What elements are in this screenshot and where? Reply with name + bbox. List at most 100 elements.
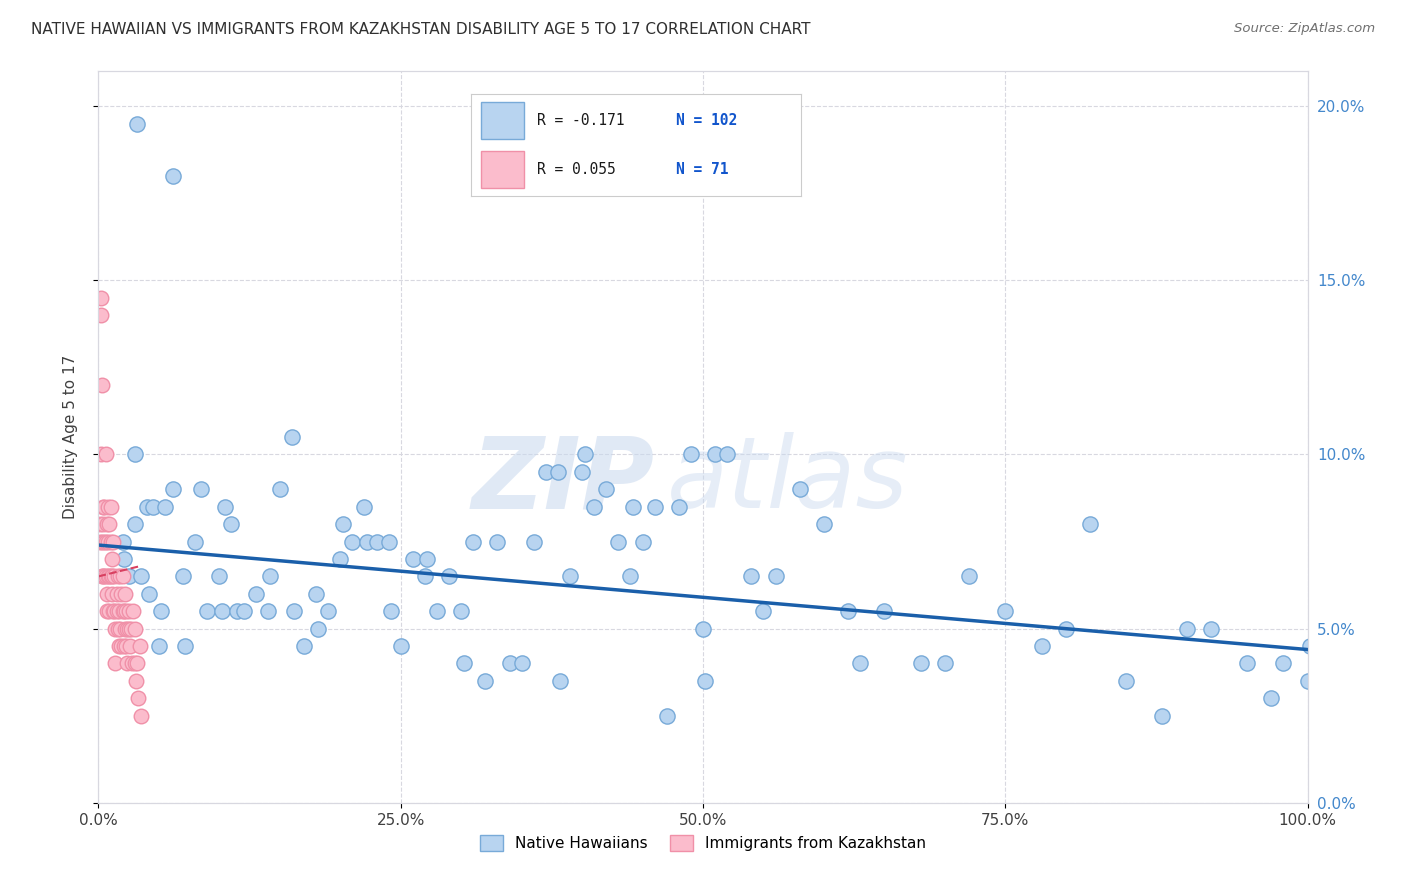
Point bbox=[389, 639, 412, 653]
Point bbox=[96, 587, 118, 601]
Text: NATIVE HAWAIIAN VS IMMIGRANTS FROM KAZAKHSTAN DISABILITY AGE 5 TO 17 CORRELATION: NATIVE HAWAIIAN VS IMMIGRANTS FROM KAZAK… bbox=[31, 22, 810, 37]
Point bbox=[486, 534, 509, 549]
Point bbox=[103, 569, 125, 583]
Point bbox=[259, 569, 281, 583]
Point bbox=[356, 534, 378, 549]
Point bbox=[380, 604, 402, 618]
Point bbox=[232, 604, 254, 618]
Point bbox=[329, 552, 352, 566]
Point bbox=[463, 534, 485, 549]
Point bbox=[366, 534, 388, 549]
Point bbox=[111, 534, 134, 549]
Point bbox=[813, 517, 835, 532]
Point bbox=[90, 308, 112, 322]
Point bbox=[121, 657, 143, 671]
Point bbox=[957, 569, 980, 583]
Point bbox=[607, 534, 630, 549]
Point bbox=[281, 430, 304, 444]
Point bbox=[97, 534, 120, 549]
Point bbox=[1115, 673, 1137, 688]
Point bbox=[112, 604, 135, 618]
Point bbox=[148, 639, 170, 653]
Legend: Native Hawaiians, Immigrants from Kazakhstan: Native Hawaiians, Immigrants from Kazakh… bbox=[474, 830, 932, 857]
Point bbox=[195, 604, 218, 618]
Point bbox=[1152, 708, 1174, 723]
Point bbox=[93, 500, 115, 514]
Point bbox=[97, 569, 120, 583]
Point bbox=[1236, 657, 1258, 671]
Point bbox=[127, 691, 149, 706]
Point bbox=[316, 604, 339, 618]
Point bbox=[214, 500, 236, 514]
Point bbox=[1199, 622, 1222, 636]
Text: N = 71: N = 71 bbox=[676, 162, 728, 178]
Bar bbox=[481, 102, 524, 139]
Point bbox=[108, 639, 131, 653]
Point bbox=[100, 500, 122, 514]
Point bbox=[453, 657, 475, 671]
Point bbox=[416, 552, 439, 566]
Point bbox=[117, 657, 139, 671]
Point bbox=[595, 483, 617, 497]
Point bbox=[128, 639, 150, 653]
Point bbox=[621, 500, 644, 514]
Point bbox=[101, 534, 124, 549]
Point bbox=[91, 517, 114, 532]
Point bbox=[96, 604, 118, 618]
Point bbox=[208, 569, 231, 583]
Point bbox=[631, 534, 654, 549]
Bar bbox=[481, 151, 524, 188]
Point bbox=[107, 569, 129, 583]
Point bbox=[120, 622, 142, 636]
Point bbox=[1260, 691, 1282, 706]
Point bbox=[550, 673, 572, 688]
Point bbox=[162, 483, 184, 497]
Point bbox=[135, 500, 157, 514]
Point bbox=[226, 604, 249, 618]
Text: R = 0.055: R = 0.055 bbox=[537, 162, 616, 178]
Point bbox=[153, 500, 176, 514]
Point bbox=[100, 569, 122, 583]
Point bbox=[101, 604, 124, 618]
Point bbox=[125, 673, 148, 688]
Text: N = 102: N = 102 bbox=[676, 112, 737, 128]
Y-axis label: Disability Age 5 to 17: Disability Age 5 to 17 bbox=[63, 355, 77, 519]
Point bbox=[115, 639, 138, 653]
Point bbox=[108, 604, 131, 618]
Point bbox=[89, 517, 111, 532]
Point bbox=[124, 517, 146, 532]
Point bbox=[413, 569, 436, 583]
Point bbox=[100, 534, 122, 549]
Point bbox=[122, 604, 145, 618]
Point bbox=[695, 673, 717, 688]
Point bbox=[94, 534, 117, 549]
Point bbox=[765, 569, 787, 583]
Point bbox=[269, 483, 291, 497]
Point bbox=[752, 604, 775, 618]
Point bbox=[450, 604, 472, 618]
Point bbox=[873, 604, 896, 618]
Point bbox=[679, 448, 702, 462]
Point bbox=[692, 622, 714, 636]
Point bbox=[100, 569, 122, 583]
Point bbox=[98, 517, 121, 532]
Point bbox=[740, 569, 762, 583]
Point bbox=[221, 517, 243, 532]
Point bbox=[90, 291, 112, 305]
Point bbox=[98, 569, 121, 583]
Point bbox=[523, 534, 546, 549]
Point bbox=[91, 500, 114, 514]
Point bbox=[129, 569, 152, 583]
Point bbox=[138, 587, 160, 601]
Point bbox=[91, 377, 114, 392]
Text: atlas: atlas bbox=[666, 433, 908, 530]
Point bbox=[849, 657, 872, 671]
Point bbox=[91, 569, 114, 583]
Point bbox=[558, 569, 581, 583]
Point bbox=[115, 604, 138, 618]
Point bbox=[100, 552, 122, 566]
Point bbox=[1031, 639, 1053, 653]
Point bbox=[118, 639, 141, 653]
Point bbox=[104, 622, 127, 636]
Point bbox=[112, 639, 135, 653]
